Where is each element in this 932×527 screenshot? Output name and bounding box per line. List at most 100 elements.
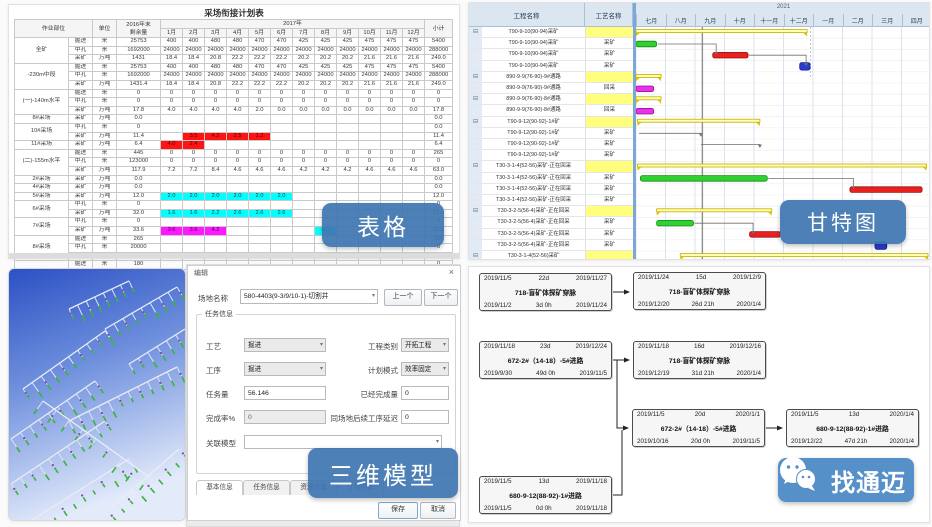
gantt-row[interactable]: ⊟ 890-9-9(76-90)-9#通路 [469, 71, 636, 83]
branch-fill [130, 397, 134, 403]
network-node[interactable]: 2019/11/5 13d 2019/11/18 680-9-12(88-92)-1#… [479, 476, 612, 514]
cancel-button[interactable]: 取消 [420, 502, 456, 519]
plan-base: 0 [116, 97, 161, 107]
gantt-row[interactable]: 890-9-9(76-90)-8#通路 回采 [469, 105, 636, 117]
gantt-row[interactable]: ⊟ T30-3-2-5(56-4)采矿-正在回采 [469, 206, 636, 218]
plan-total: 0.0 [424, 114, 453, 124]
previous-button[interactable]: 上一个 [384, 289, 422, 306]
collapse-icon[interactable]: ⊟ [469, 94, 482, 105]
gantt-task-bar[interactable] [712, 51, 749, 59]
network-node[interactable]: 2019/11/18 16d 2019/12/16 718-盲矿体探矿穿脉 2019/1… [633, 341, 766, 379]
plan-cell [314, 131, 337, 142]
gantt-summary-bar[interactable] [656, 208, 773, 213]
next-button[interactable]: 下一个 [424, 289, 458, 306]
plan-cell: 0.0 [292, 105, 315, 116]
gantt-row[interactable]: ⊟ 890-9-9(76-90)-8#通路 [469, 94, 636, 106]
network-node[interactable]: 2019/11/5 22d 2019/11/27 718-盲矿体探矿穿脉 2019/11… [479, 273, 612, 311]
计划模式-select[interactable]: 效率固定 ▾ [401, 362, 449, 376]
plan-cell [314, 174, 337, 185]
branch-fill [101, 483, 106, 488]
gantt-task-bar[interactable] [640, 175, 768, 182]
gantt-row[interactable]: ⊟ T90-9-12(90-92)-1#矿 [469, 116, 636, 128]
field-label: 计划模式 [368, 366, 398, 375]
gantt-row[interactable]: T30-3-1-4(52-56)采矿-正在回采 采矿 [469, 183, 636, 195]
gantt-row[interactable]: T30-3-2-5(56-4)采矿-正在回采 采矿 [469, 217, 636, 229]
tab-1[interactable]: 任务信息 [243, 480, 290, 495]
plan-cell: 0 [314, 148, 337, 159]
gantt-summary-bar[interactable] [636, 74, 662, 78]
gantt-row[interactable]: ⊟ T30-3-1-4(52-56)采矿-正在回采 [469, 161, 636, 173]
related-model-select[interactable]: ▾ [244, 435, 442, 449]
gantt-row[interactable]: T90-9-12(90-92)-1#矿 采矿 [469, 139, 636, 151]
plan-cell: 0 [204, 157, 227, 167]
collapse-icon[interactable]: ⊟ [469, 251, 482, 259]
gantt-task-bar[interactable] [636, 85, 655, 92]
plan-cell [182, 183, 205, 193]
node-early-row: 2019/11/18 16d 2019/12/16 [638, 343, 761, 350]
gantt-milestone-bar[interactable] [799, 62, 811, 71]
tunnel-spine [10, 380, 96, 440]
plan-cell [336, 191, 359, 202]
gantt-row[interactable]: ⊟ T30-3-1-4(52-56)采矿 [469, 251, 636, 259]
已经完成量-input[interactable]: 0 [401, 386, 449, 400]
gantt-task-bar[interactable] [656, 219, 694, 227]
summary-hook [636, 32, 640, 37]
network-node[interactable]: 2019/11/18 23d 2019/12/24 672-2#（14-18）-5#进… [479, 341, 612, 379]
gantt-row[interactable]: T90-9-12(90-92)-1#矿 采矿 [469, 127, 636, 139]
network-node[interactable]: 2019/11/24 15d 2019/12/9 718-盲矿体探矿穿脉 2019/12… [633, 272, 766, 310]
gantt-summary-bar[interactable] [679, 253, 929, 258]
collapse-icon[interactable]: ⊟ [469, 71, 482, 82]
gantt-row[interactable]: T90-9-10(90-94)采矿 采矿 [469, 49, 636, 61]
任务量-input[interactable]: 56.146 [244, 386, 326, 400]
gantt-summary-bar[interactable] [637, 118, 761, 123]
gantt-proc-name [585, 161, 633, 172]
tab-0[interactable]: 基本信息 [196, 480, 243, 495]
gantt-chart-area[interactable] [636, 27, 930, 260]
collapse-icon[interactable]: ⊟ [469, 116, 482, 127]
gantt-row[interactable]: 890-9-9(76-90)-9#通路 回采 [469, 83, 636, 95]
gantt-task-bar[interactable] [849, 186, 923, 193]
gantt-summary-bar[interactable] [637, 163, 927, 168]
plan-cell: 425 [314, 62, 337, 73]
branch-marker [179, 372, 182, 375]
gantt-summary-bar[interactable] [636, 29, 808, 33]
同场地后续工序延迟-input[interactable]: 0 [401, 410, 449, 424]
collapse-icon[interactable]: ⊟ [469, 27, 482, 38]
gantt-row[interactable]: ⊟ T90-9-10(90-94)采矿 [469, 27, 636, 39]
plan-cell [248, 243, 271, 253]
plan-cell: 2.0 [270, 191, 293, 202]
plan-cell: 4.6 [402, 165, 425, 176]
gantt-row[interactable]: T90-9-10(90-94)采矿 采矿 [469, 38, 636, 50]
branch-marker [61, 507, 64, 510]
plan-type: 采矿 [68, 165, 93, 176]
工艺-select[interactable]: 掘进 ▾ [244, 338, 326, 352]
plan-unit: 米 [92, 62, 117, 73]
branch-marker [121, 289, 125, 292]
collapse-icon[interactable]: ⊟ [469, 161, 482, 172]
gantt-row[interactable]: T90-9-12(90-92)-1#矿 采矿 [469, 150, 636, 162]
gantt-summary-bar[interactable] [636, 96, 662, 101]
gantt-task-bar[interactable] [636, 40, 658, 48]
gantt-row[interactable]: T30-3-2-5(56-4)采矿-正在回采 采矿 [469, 239, 636, 251]
3d-viewport[interactable] [9, 269, 186, 521]
gantt-row[interactable]: T90-9-10(90-94)采矿 采矿 [469, 60, 636, 72]
close-icon[interactable]: × [448, 267, 454, 277]
gantt-task-bar[interactable] [749, 231, 781, 238]
branch-fill [135, 319, 139, 325]
save-button[interactable]: 保存 [378, 502, 418, 519]
collapse-icon[interactable]: ⊟ [469, 206, 482, 217]
工序-select[interactable]: 掘进 ▾ [244, 362, 326, 376]
gantt-row[interactable]: T30-3-1-4(52-56)采矿-正在回采 采矿 [469, 172, 636, 184]
node-late-row: 2019/11/2 3d 0h 2019/11/24 [484, 302, 607, 309]
plan-cell: 24000 [160, 71, 183, 81]
summary-hook [657, 99, 662, 104]
site-name-select[interactable]: 580-4403(9-3/9/10-1)-切割井 ▾ [240, 289, 378, 304]
gantt-task-bar[interactable] [636, 108, 655, 115]
network-node[interactable]: 2019/11/5 13d 2020/1/4 680-9-12(88-92)-1#进路… [786, 409, 919, 447]
network-node[interactable]: 2019/11/5 20d 2020/1/1 672-2#（14-18）-5#进路 20… [632, 409, 765, 447]
gantt-row[interactable]: T30-3-1-4(52-56)采矿-正在回采 采矿 [469, 195, 636, 207]
工程类别-select[interactable]: 开拓工程 ▾ [401, 338, 449, 352]
gantt-splitter[interactable] [633, 3, 636, 259]
gantt-row[interactable]: T30-3-2-5(56-4)采矿-正在回采 采矿 [469, 228, 636, 240]
plan-cell: 21.6 [380, 54, 403, 64]
